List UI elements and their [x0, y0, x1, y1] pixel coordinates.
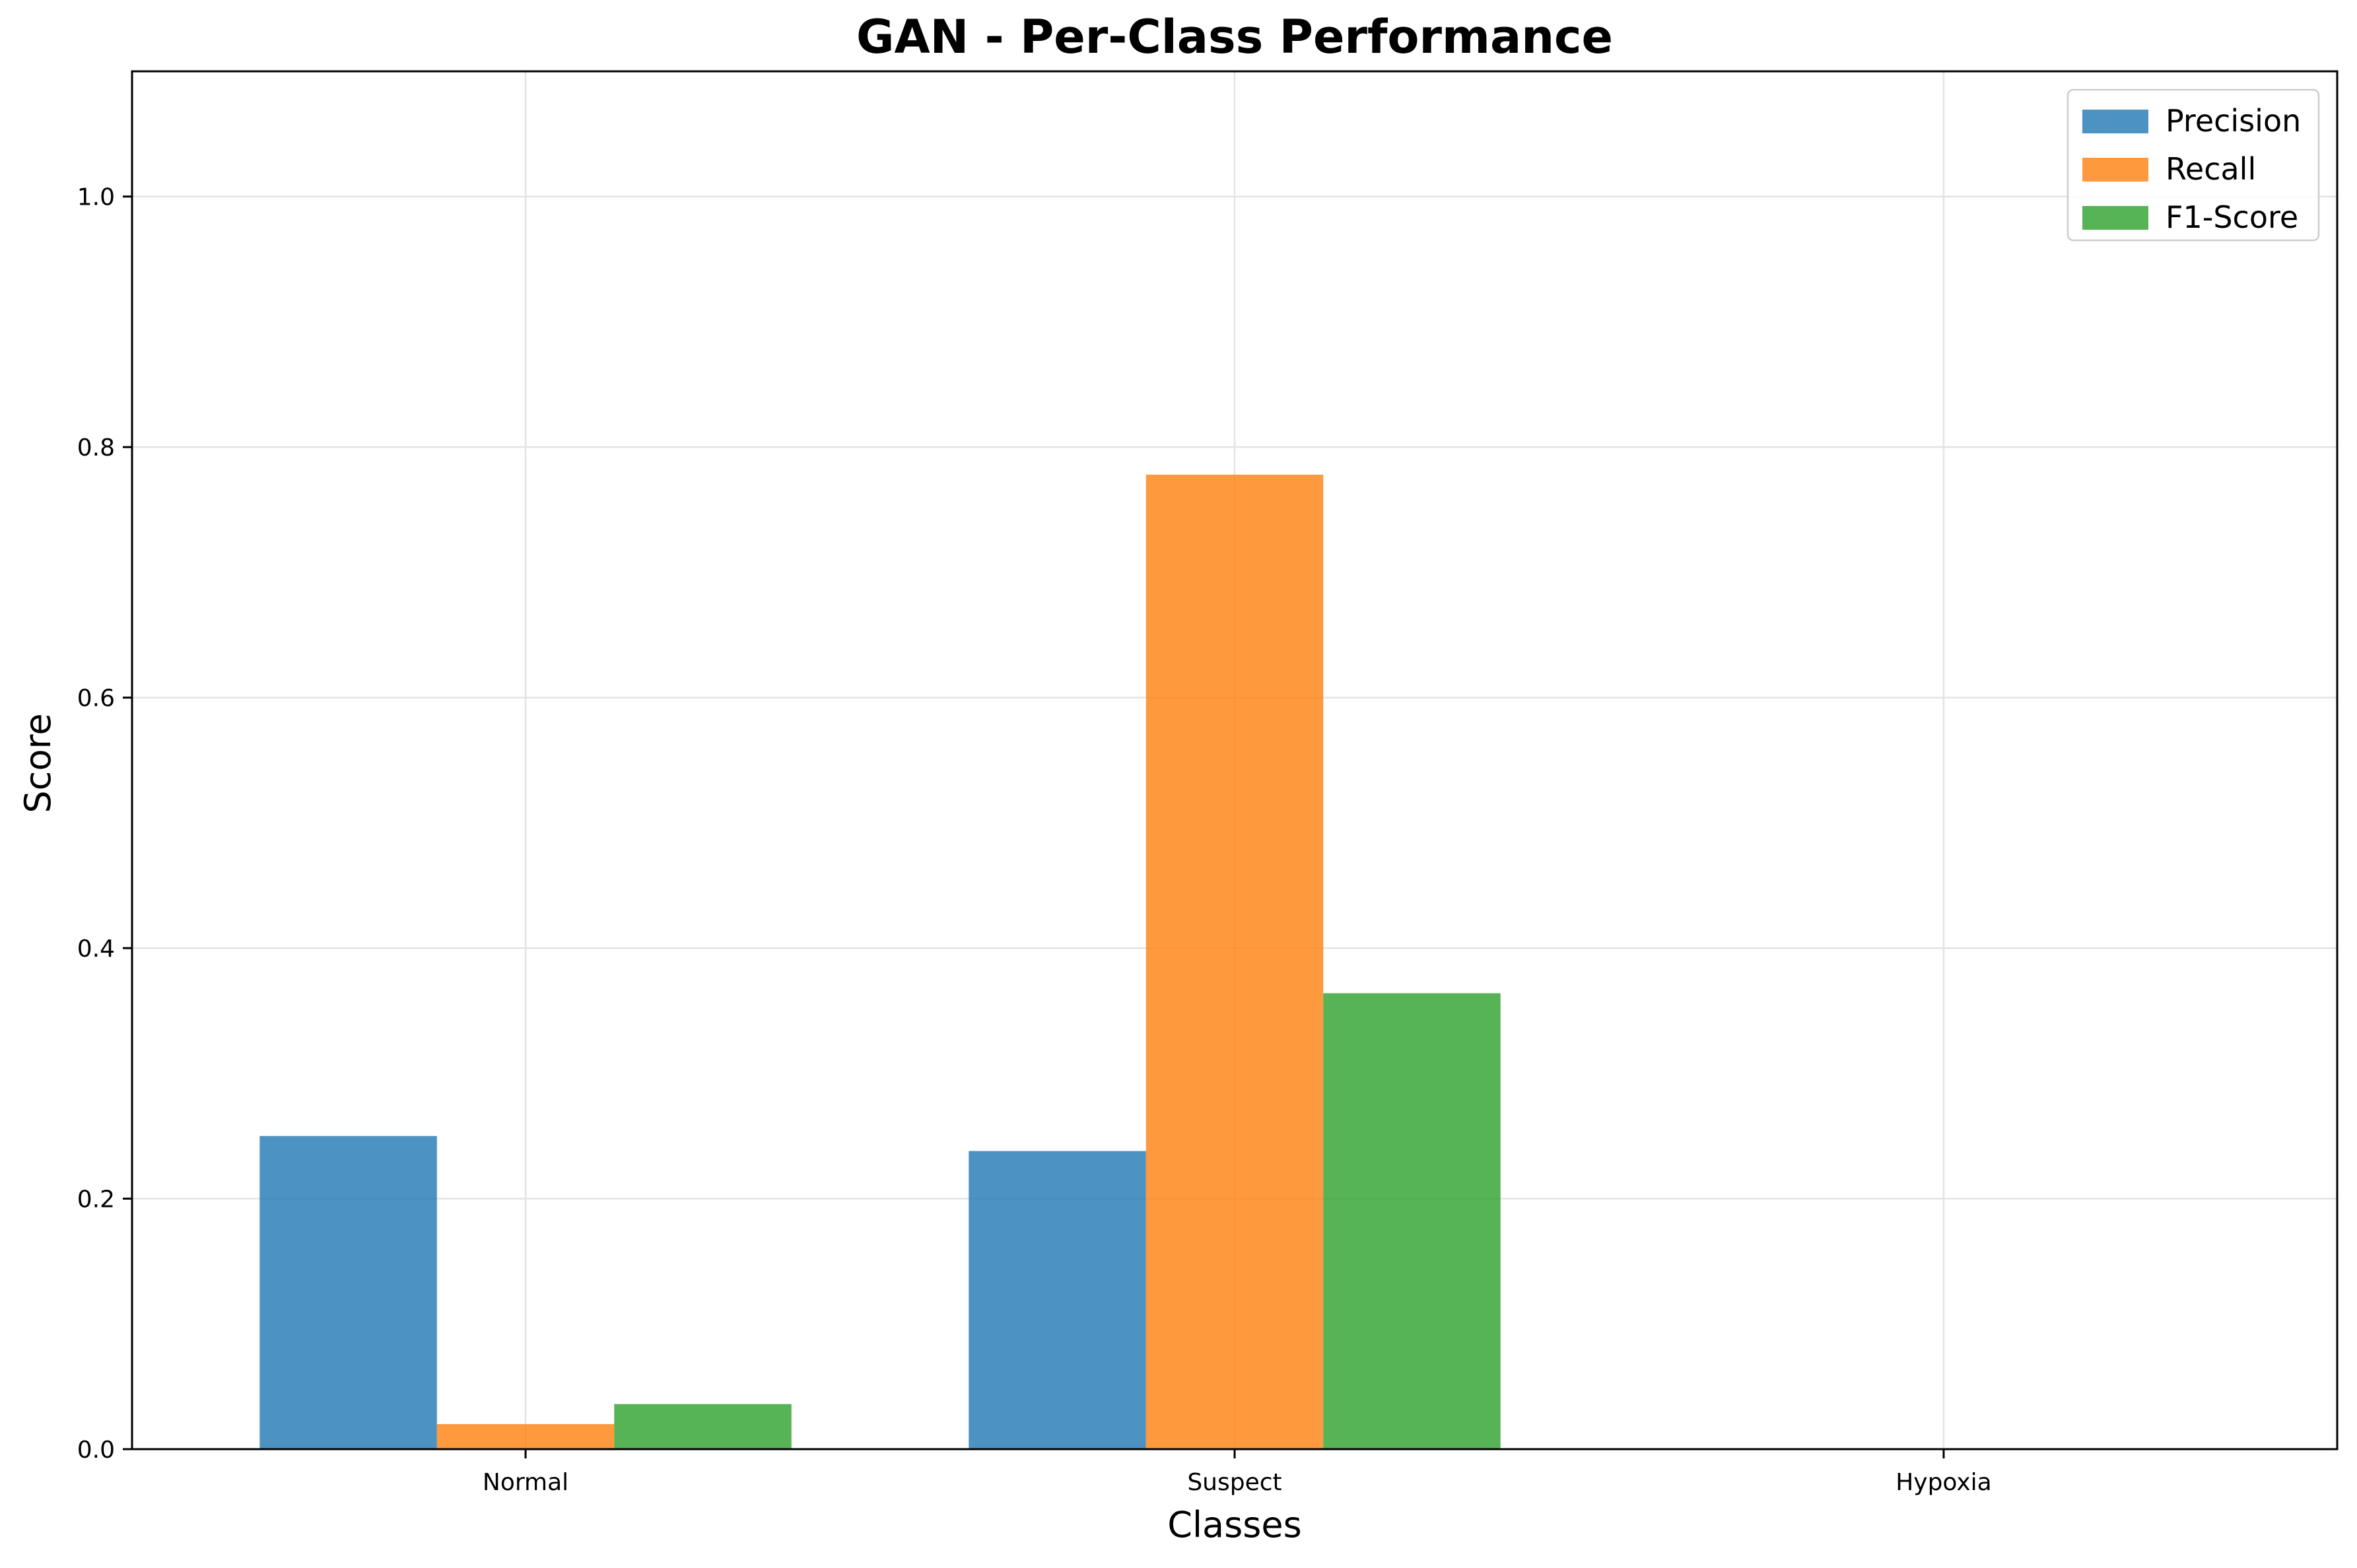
bar-recall-normal [436, 1424, 615, 1449]
bar-recall-suspect [1145, 474, 1324, 1449]
legend-swatch-precision [2082, 110, 2148, 133]
y-tick-label: 0.8 [77, 434, 115, 461]
y-tick-label: 0.4 [77, 936, 115, 963]
x-tick-label: Hypoxia [1896, 1469, 1992, 1496]
bar-precision-suspect [969, 1151, 1146, 1449]
y-tick-label: 0.6 [77, 685, 115, 712]
legend-label-precision: Precision [2166, 103, 2301, 139]
x-axis-label: Classes [1167, 1504, 1301, 1546]
y-tick-label: 1.0 [77, 184, 115, 211]
chart-title: GAN - Per-Class Performance [856, 10, 1613, 64]
bar-precision-normal [259, 1136, 437, 1449]
legend-swatch-f1-score [2082, 206, 2148, 230]
y-tick-label: 0.2 [77, 1186, 115, 1213]
bar-f1-score-normal [614, 1404, 792, 1449]
y-axis-label: Score [17, 713, 59, 813]
legend-label-recall: Recall [2166, 151, 2256, 187]
legend: Precision Recall F1-Score [2067, 88, 2320, 242]
legend-swatch-recall [2082, 158, 2148, 182]
y-tick-label: 0.0 [77, 1437, 115, 1464]
legend-label-f1-score: F1-Score [2166, 199, 2298, 235]
x-tick-label: Suspect [1187, 1469, 1281, 1496]
bar-f1-score-suspect [1323, 993, 1501, 1449]
x-tick-label: Normal [483, 1469, 568, 1496]
